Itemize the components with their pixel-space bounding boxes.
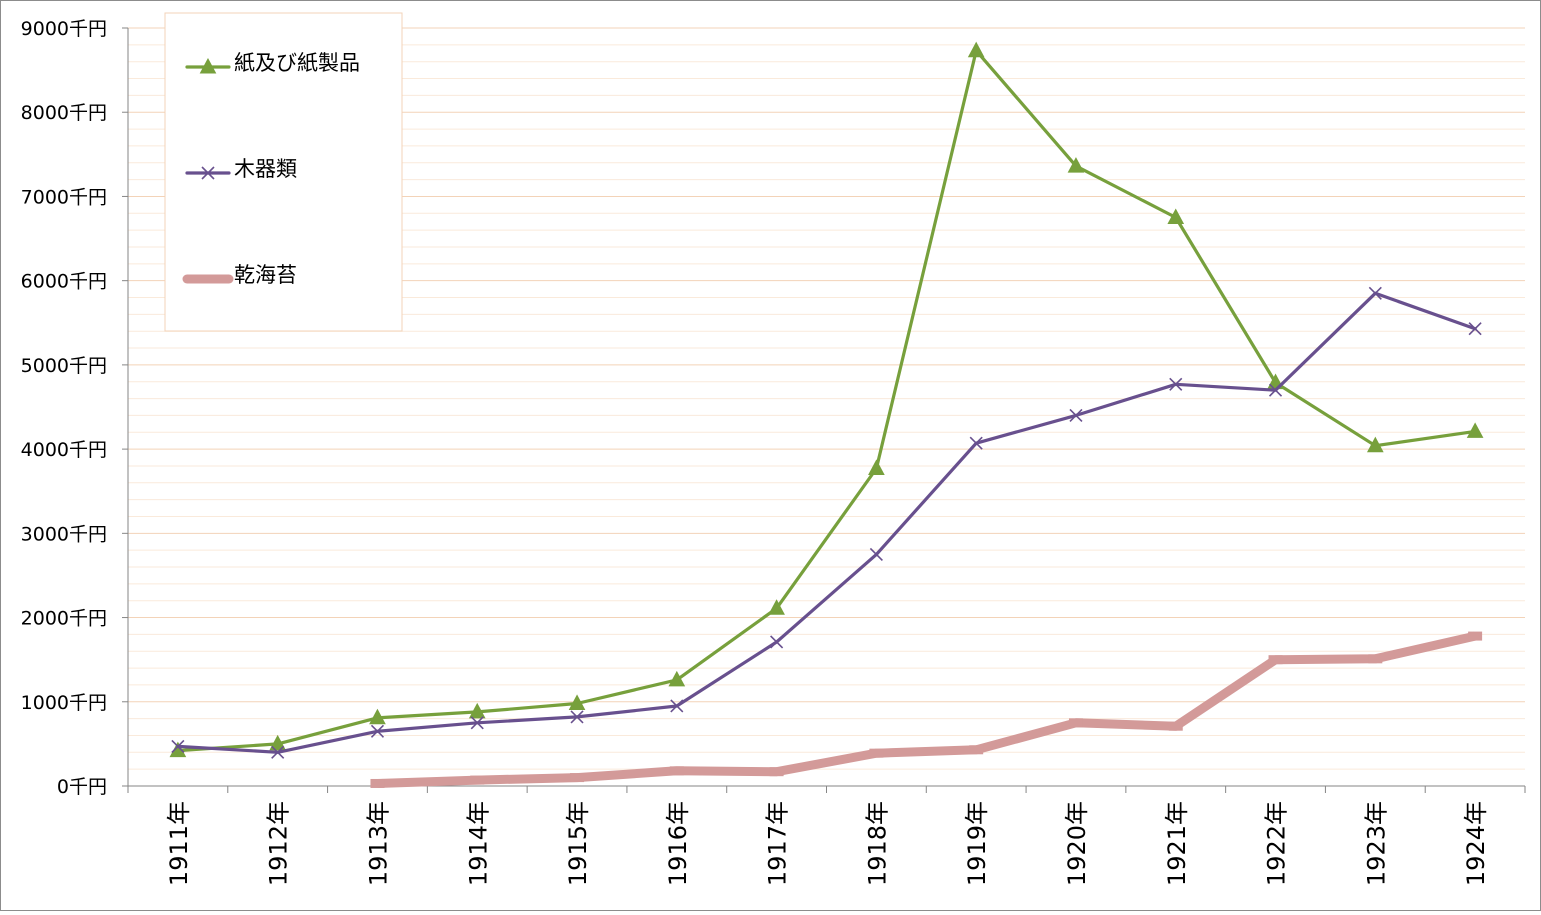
y-axis-ticks: 0千円 1000千円 2000千円 3000千円 4000千円 5000千円 6000千円 7…	[21, 18, 128, 798]
x-marker-stroke	[670, 699, 684, 713]
x-axis-ticks: 1911年 1912年 1913年 1914年 1915年 1916年 1917年 1918年…	[127, 786, 1526, 886]
data-point	[869, 748, 884, 758]
y-tick-label: 7000千円	[21, 186, 107, 208]
y-tick-label: 2000千円	[21, 608, 107, 630]
data-point	[271, 745, 285, 759]
data-point	[969, 436, 983, 450]
x-marker-stroke	[271, 745, 285, 759]
y-tick-label: 4000千円	[21, 439, 107, 461]
x-marker-stroke	[570, 710, 584, 724]
data-point	[967, 41, 985, 58]
data-point	[1068, 718, 1083, 728]
x-marker-stroke	[370, 724, 385, 738]
x-tick-label: 1920年	[1063, 801, 1091, 886]
x-tick-label: 1913年	[364, 801, 392, 886]
x-marker-stroke	[1169, 377, 1183, 391]
data-point	[1069, 408, 1083, 422]
triangle-marker-icon	[199, 57, 217, 74]
x-marker-stroke	[201, 166, 215, 180]
y-tick-label: 1000千円	[21, 692, 107, 714]
data-point	[1368, 654, 1383, 664]
data-point	[1468, 631, 1483, 641]
y-tick-label: 8000千円	[21, 102, 107, 124]
x-marker-stroke	[1268, 383, 1283, 397]
x-marker-stroke	[770, 635, 784, 649]
data-point	[868, 459, 885, 475]
data-point	[1168, 721, 1183, 731]
x-marker-icon	[201, 166, 215, 180]
data-point	[1366, 436, 1384, 453]
data-point	[470, 775, 485, 785]
x-tick-label: 1923年	[1362, 801, 1390, 886]
data-point	[770, 635, 784, 649]
legend-item: 乾海苔	[182, 263, 297, 287]
data-point	[370, 778, 385, 788]
data-point	[269, 734, 287, 751]
series-1	[169, 41, 1484, 758]
data-point	[1167, 208, 1185, 224]
x-marker-stroke	[1368, 286, 1382, 300]
y-tick-label: 5000千円	[21, 355, 107, 377]
x-marker-stroke	[171, 739, 185, 753]
x-marker-stroke	[470, 716, 484, 730]
series-line	[176, 291, 1477, 754]
data-point	[1268, 655, 1283, 665]
series-line	[377, 631, 1477, 788]
x-tick-label: 1918年	[863, 801, 891, 886]
data-point	[969, 745, 984, 755]
series-line	[176, 49, 1477, 753]
data-point	[468, 702, 486, 719]
data-point	[171, 739, 185, 753]
x-marker-stroke	[969, 436, 983, 450]
x-marker-stroke	[869, 547, 883, 561]
legend-item: 木器類	[185, 157, 297, 181]
data-point	[769, 767, 784, 777]
data-point	[669, 766, 684, 776]
data-point	[369, 708, 386, 725]
data-point	[1067, 157, 1085, 173]
x-tick-label: 1924年	[1462, 801, 1490, 886]
series-2	[171, 286, 1482, 759]
data-point	[668, 670, 686, 687]
y-tick-label: 0千円	[57, 776, 107, 798]
legend-label: 乾海苔	[234, 263, 297, 287]
data-point	[570, 773, 585, 783]
x-tick-label: 1916年	[664, 801, 692, 886]
legend-label: 紙及び紙製品	[234, 51, 360, 75]
y-tick-label: 6000千円	[21, 271, 107, 293]
data-point	[869, 547, 883, 561]
data-point	[1169, 377, 1183, 391]
x-marker-stroke	[1069, 408, 1083, 422]
data-point	[1468, 322, 1482, 336]
y-tick-label: 3000千円	[21, 523, 107, 545]
x-tick-label: 1915年	[564, 801, 592, 886]
gridlines	[128, 27, 1525, 770]
series-3	[370, 631, 1483, 788]
data-point	[470, 716, 484, 730]
legend-label: 木器類	[234, 157, 297, 181]
x-tick-label: 1917年	[764, 801, 792, 886]
x-tick-label: 1919年	[963, 801, 991, 886]
data-point	[568, 694, 586, 710]
x-tick-label: 1911年	[165, 801, 193, 886]
x-tick-label: 1912年	[265, 801, 293, 886]
data-point	[1268, 383, 1283, 397]
x-marker-stroke	[1468, 322, 1482, 336]
x-tick-label: 1922年	[1263, 801, 1291, 886]
data-point	[1368, 286, 1382, 300]
legend-item: 紙及び紙製品	[185, 51, 360, 75]
data-point	[570, 710, 584, 724]
x-tick-label: 1914年	[464, 801, 492, 886]
data-point	[670, 699, 684, 713]
data-point	[1466, 422, 1484, 438]
y-tick-label: 9000千円	[21, 18, 107, 40]
series-lines	[169, 41, 1484, 788]
data-point	[768, 599, 785, 615]
x-tick-label: 1921年	[1163, 801, 1191, 886]
data-point	[370, 724, 385, 738]
